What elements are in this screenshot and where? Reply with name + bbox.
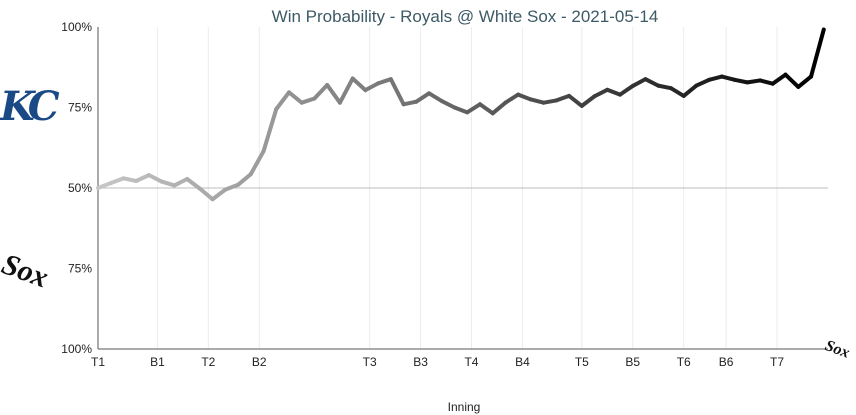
series-segment	[503, 92, 521, 105]
series-segment	[477, 102, 495, 116]
series-segment	[172, 176, 190, 188]
white-sox-end-logo-text: Sox	[823, 337, 852, 361]
series-segment	[630, 77, 648, 88]
series-segment	[758, 78, 775, 86]
x-tick-label: B2	[252, 355, 267, 369]
series-segment	[579, 94, 597, 108]
y-tick-label: 100%	[61, 20, 92, 34]
series-segment	[414, 91, 432, 104]
series-segment	[146, 173, 164, 184]
white-sox-logo-icon: Sox	[0, 247, 53, 294]
white-sox-logo-text: Sox	[0, 247, 53, 294]
x-tick-label: B1	[150, 355, 165, 369]
chart-title: Win Probability - Royals @ White Sox - 2…	[272, 7, 659, 26]
y-tick-label: 75%	[68, 101, 92, 115]
series-segment	[236, 172, 253, 187]
series-segment	[796, 74, 814, 89]
series-segment	[745, 78, 763, 85]
series-segment	[96, 181, 113, 190]
y-tick-label: 100%	[61, 342, 92, 356]
series-segment	[312, 82, 330, 101]
series-segment	[541, 98, 559, 105]
series-segment	[197, 186, 215, 202]
series-segment	[427, 91, 444, 104]
series-segment	[516, 92, 533, 102]
series-segment	[694, 77, 712, 88]
x-tick-label: T3	[363, 355, 377, 369]
series-segment	[325, 82, 342, 105]
series-segment	[554, 93, 572, 103]
series-segment	[134, 173, 151, 183]
series-segment	[643, 77, 661, 88]
x-tick-label: T2	[201, 355, 215, 369]
x-tick-label: T7	[770, 355, 784, 369]
series-segment	[337, 76, 355, 105]
series-segment	[809, 27, 826, 79]
series-segment	[210, 187, 228, 202]
white-sox-end-logo-icon: Sox	[823, 337, 852, 361]
series-segment	[274, 90, 291, 112]
y-tick-label: 75%	[68, 262, 92, 276]
series-segment	[567, 93, 584, 108]
x-tick-label: T6	[677, 355, 691, 369]
series-segment	[108, 176, 126, 186]
series-segment	[681, 83, 699, 98]
series-segment	[363, 81, 381, 93]
series-segment	[350, 76, 368, 93]
x-tick-label: B3	[413, 355, 428, 369]
series-segment	[490, 100, 508, 116]
series-segment	[388, 77, 406, 107]
series-segment	[261, 107, 279, 154]
series-segment	[376, 77, 393, 86]
series-segment	[248, 149, 266, 177]
x-axis-label: Inning	[448, 400, 481, 414]
series-segment	[223, 182, 241, 192]
series-segment	[439, 99, 457, 110]
series-segment	[783, 72, 801, 89]
royals-logo-text: KC	[0, 83, 60, 130]
x-tick-label: B5	[625, 355, 640, 369]
x-tick-label: T4	[464, 355, 478, 369]
series-segment	[286, 90, 304, 105]
series-segment	[719, 74, 737, 82]
series-line	[96, 27, 826, 202]
series-segment	[618, 83, 635, 97]
x-tick-label: T1	[91, 355, 105, 369]
x-tick-label: T5	[575, 355, 589, 369]
series-segment	[121, 176, 139, 183]
series-segment	[732, 77, 750, 85]
series-segment	[465, 102, 482, 115]
x-tick-labels: T1 B1 T2 B2 T3 B3 T4 B4 T5 B5 T6 B6 T7	[91, 355, 784, 369]
series-segment	[159, 179, 177, 188]
series-segment	[668, 86, 686, 98]
series-segment	[185, 176, 202, 191]
x-tick-label: B6	[719, 355, 734, 369]
royals-logo-icon: KC	[0, 83, 66, 130]
y-tick-labels: 100% 75% 50% 75% 100%	[61, 20, 92, 356]
x-tick-label: B4	[515, 355, 530, 369]
series-segment	[299, 96, 317, 105]
series-segment	[707, 74, 724, 82]
series-segment	[770, 72, 788, 86]
series-segment	[656, 83, 673, 91]
series-segment	[528, 97, 546, 105]
series-segment	[592, 87, 610, 99]
series-segment	[452, 105, 470, 115]
series-segment	[401, 99, 419, 107]
series-segment	[605, 87, 623, 97]
y-tick-label: 50%	[68, 181, 92, 195]
